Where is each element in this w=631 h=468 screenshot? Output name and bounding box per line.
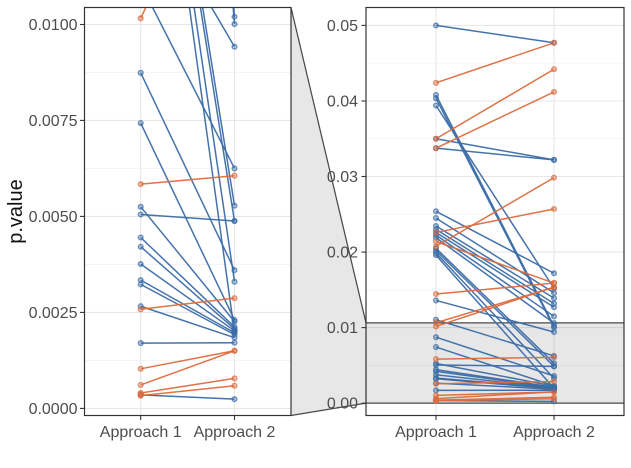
svg-text:0.00: 0.00 [327,396,358,413]
svg-text:0.03: 0.03 [327,169,358,186]
svg-text:Approach 2: Approach 2 [194,424,276,441]
svg-text:0.0025: 0.0025 [29,305,78,322]
svg-text:0.01: 0.01 [327,320,358,337]
svg-text:Approach 1: Approach 1 [100,424,182,441]
svg-text:0.0075: 0.0075 [29,113,78,130]
svg-text:Approach 1: Approach 1 [395,424,477,441]
svg-text:p.value: p.value [5,179,27,244]
svg-text:0.0050: 0.0050 [29,209,78,226]
svg-text:0.0100: 0.0100 [29,17,78,34]
svg-text:0.02: 0.02 [327,245,358,262]
svg-text:0.05: 0.05 [327,18,358,35]
svg-text:0.0000: 0.0000 [29,401,78,418]
svg-text:0.04: 0.04 [327,94,358,111]
svg-text:Approach 2: Approach 2 [513,424,595,441]
